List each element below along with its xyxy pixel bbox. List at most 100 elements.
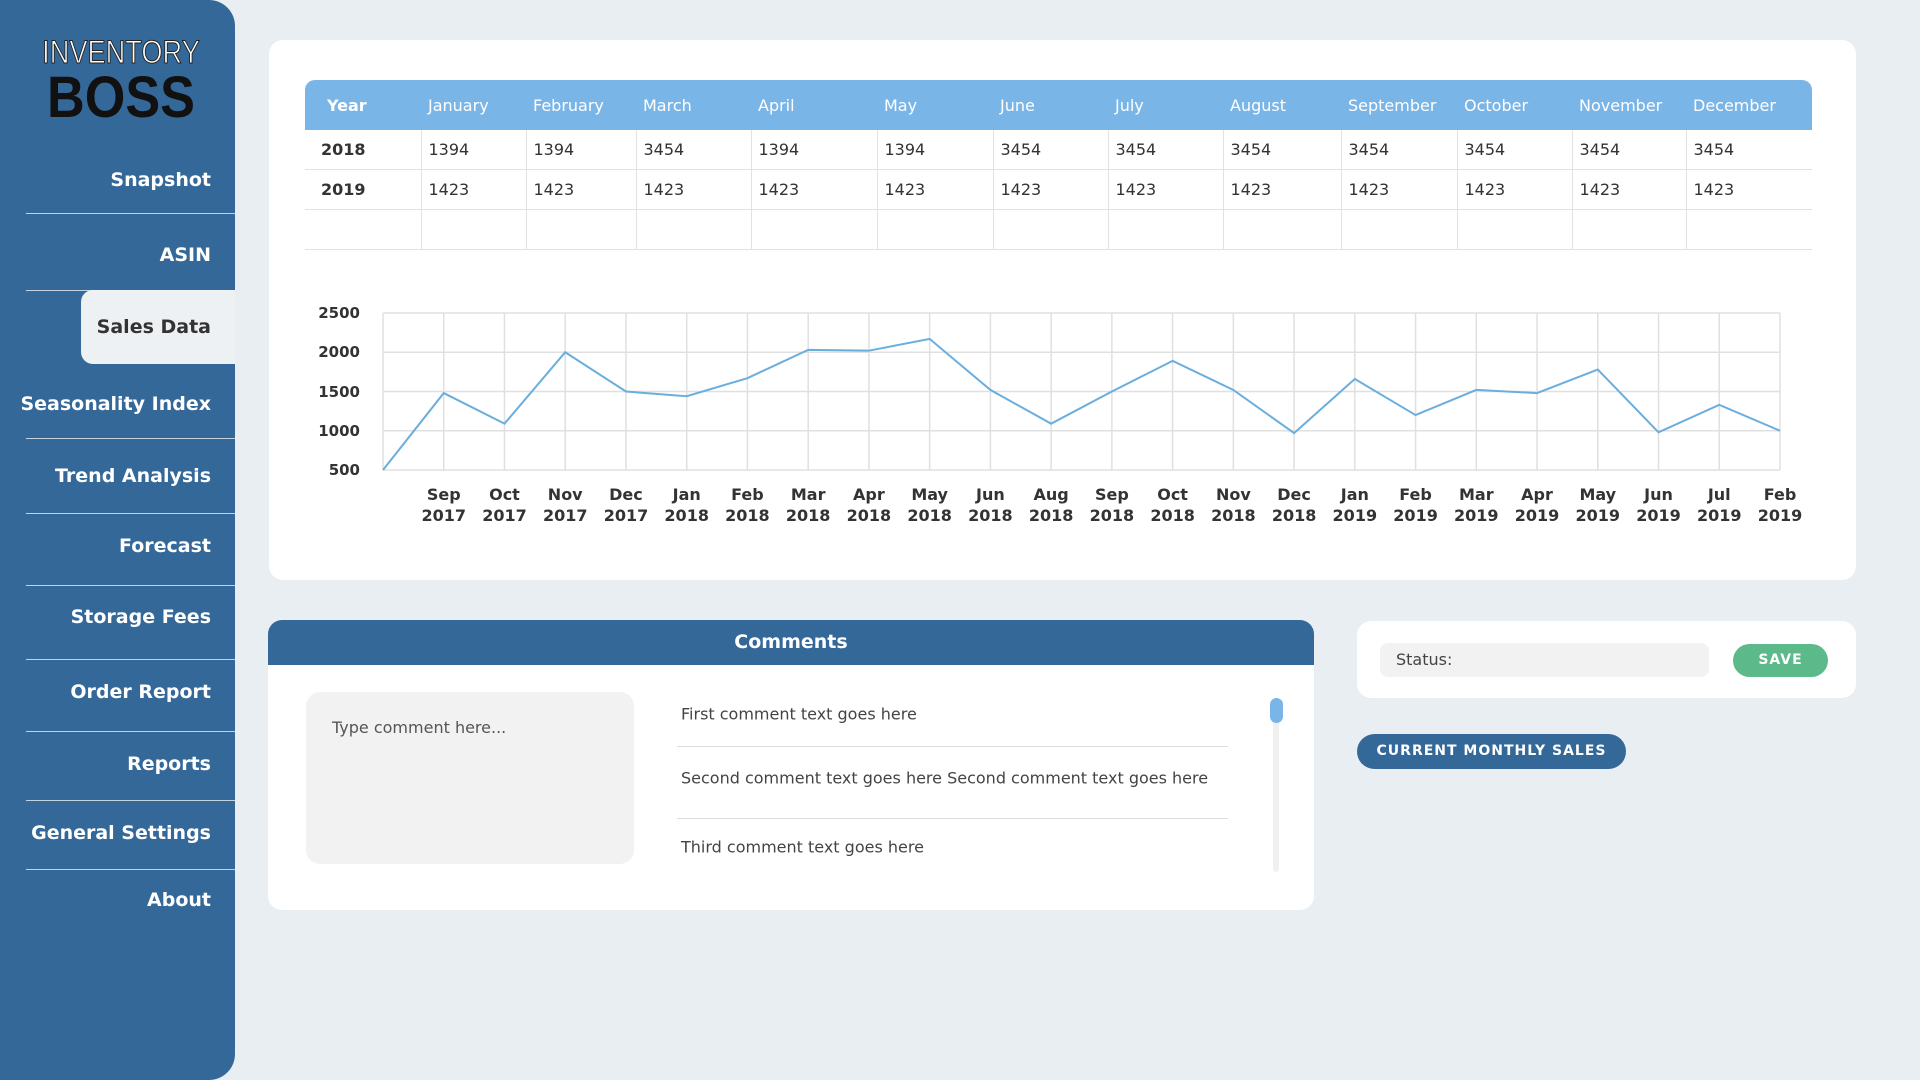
- nav-separator: [26, 213, 235, 214]
- header-cell: May: [877, 80, 993, 130]
- x-tick-label: Jun 2019: [1636, 485, 1681, 525]
- x-tick-label: Jan 2019: [1332, 485, 1378, 525]
- table-cell: 1423: [1456, 169, 1572, 210]
- empty-cell: [1571, 209, 1686, 250]
- table-cell: 1394: [420, 130, 526, 170]
- table-cell: 1394: [876, 130, 993, 170]
- nav-separator: [26, 438, 235, 439]
- comment-text: Second comment text goes here Second com…: [681, 768, 1209, 788]
- nav-active-bg: [81, 290, 235, 364]
- table-cell: 1423: [750, 169, 877, 210]
- nav-item[interactable]: About: [147, 889, 211, 911]
- x-tick-label: Feb 2018: [725, 485, 770, 525]
- y-tick-label: 1000: [318, 421, 360, 440]
- nav-item[interactable]: Seasonality Index: [20, 393, 211, 415]
- comment-separator: [677, 746, 1228, 747]
- current-monthly-sales-button[interactable]: CURRENT MONTHLY SALES: [1357, 734, 1626, 769]
- table-row: 2019 1423 1423 1423 1423 1423 1423 1423 1423 1423…: [305, 169, 1812, 210]
- header-cell: March: [636, 80, 751, 130]
- logo-bottom: BOSS: [47, 65, 195, 130]
- y-tick-label: 2000: [318, 343, 360, 362]
- table-cell: 3454: [635, 130, 751, 170]
- x-tick-label: Sep 2018: [1089, 485, 1135, 525]
- comments-title: Comments: [268, 620, 1314, 665]
- comment-placeholder: Type comment here...: [332, 718, 507, 737]
- comment-input[interactable]: Type comment here...: [306, 692, 634, 864]
- table-cell: 3454: [1571, 130, 1686, 170]
- empty-cell: [876, 209, 993, 250]
- data-line: [382, 337, 1781, 471]
- empty-cell: [750, 209, 877, 250]
- empty-cell: [992, 209, 1108, 250]
- sales-table: Year January February March April May June July…: [305, 80, 1812, 250]
- nav-item[interactable]: Snapshot: [110, 169, 211, 191]
- x-tick-label: Feb 2019: [1393, 485, 1438, 525]
- y-tick-label: 500: [328, 461, 360, 479]
- nav-separator: [26, 585, 235, 586]
- empty-cell: [1456, 209, 1572, 250]
- x-tick-label: Feb 2019: [1757, 485, 1803, 525]
- nav-item[interactable]: ASIN: [159, 244, 211, 266]
- table-cell: 1423: [635, 169, 751, 210]
- empty-row: [305, 209, 1812, 250]
- empty-cell: [1107, 209, 1223, 250]
- scroll-thumb[interactable]: [1270, 698, 1283, 723]
- comment-separator: [677, 818, 1228, 819]
- logo-top: INVENTORY: [42, 34, 201, 71]
- table-cell: 1423: [525, 169, 636, 210]
- scroll-track: [1273, 698, 1279, 872]
- table-cell: 3454: [1456, 130, 1572, 170]
- header-cell: September: [1341, 80, 1457, 130]
- x-tick-label: Mar 2018: [785, 485, 831, 525]
- x-tick-label: Jun 2018: [968, 485, 1013, 525]
- nav-separator: [26, 731, 235, 732]
- x-tick-label: May 2018: [907, 485, 952, 525]
- table-cell: 1423: [992, 169, 1108, 210]
- nav-item[interactable]: Forecast: [119, 535, 211, 557]
- nav-separator: [26, 513, 235, 514]
- nav-item[interactable]: Storage Fees: [70, 606, 211, 628]
- nav-item[interactable]: Order Report: [70, 681, 211, 703]
- table-cell: 3454: [1107, 130, 1223, 170]
- comment-text: Third comment text goes here: [681, 837, 924, 857]
- table-row: 2018 1394 1394 3454 1394 1394 3454 3454 3454 3454…: [305, 130, 1812, 170]
- x-tick-label: Jul 2019: [1696, 485, 1742, 525]
- table-cell: 1394: [750, 130, 877, 170]
- nav-item[interactable]: Reports: [127, 753, 211, 775]
- table-cell: 1423: [1340, 169, 1457, 210]
- header-cell: December: [1686, 80, 1812, 130]
- table-cell: 2018: [305, 130, 421, 170]
- x-tick-label: Apr 2018: [846, 485, 892, 525]
- table-cell: 1423: [1685, 169, 1812, 210]
- header-cell: Year: [305, 80, 421, 130]
- table-cell: 3454: [1222, 130, 1341, 170]
- header-cell: August: [1223, 80, 1341, 130]
- table-cell: 1423: [1222, 169, 1341, 210]
- status-label: Status:: [1396, 650, 1453, 669]
- header-cell: July: [1108, 80, 1223, 130]
- header-cell: February: [526, 80, 636, 130]
- table-cell: 1423: [1571, 169, 1686, 210]
- empty-cell: [420, 209, 526, 250]
- x-tick-label: Mar 2019: [1454, 485, 1499, 525]
- table-cell: 3454: [992, 130, 1108, 170]
- nav-item[interactable]: Sales Data: [96, 316, 211, 338]
- x-tick-label: Dec 2018: [1271, 485, 1317, 525]
- empty-cell: [1685, 209, 1812, 250]
- header-cell: January: [421, 80, 526, 130]
- status-input[interactable]: Status:: [1380, 643, 1709, 677]
- x-tick-label: Nov 2018: [1211, 485, 1256, 525]
- nav-separator: [26, 869, 235, 870]
- header-cell: October: [1457, 80, 1572, 130]
- nav-item[interactable]: Trend Analysis: [55, 465, 211, 487]
- x-tick-label: Jan 2018: [664, 485, 709, 525]
- save-button[interactable]: SAVE: [1733, 644, 1828, 677]
- table-cell: 1423: [1107, 169, 1223, 210]
- table-cell: 3454: [1685, 130, 1812, 170]
- nav-item[interactable]: General Settings: [31, 822, 211, 844]
- x-tick-label: Oct 2018: [1150, 485, 1195, 525]
- x-tick-label: Dec 2017: [603, 485, 649, 525]
- nav-separator: [26, 800, 235, 801]
- x-tick-label: Oct 2017: [482, 485, 527, 525]
